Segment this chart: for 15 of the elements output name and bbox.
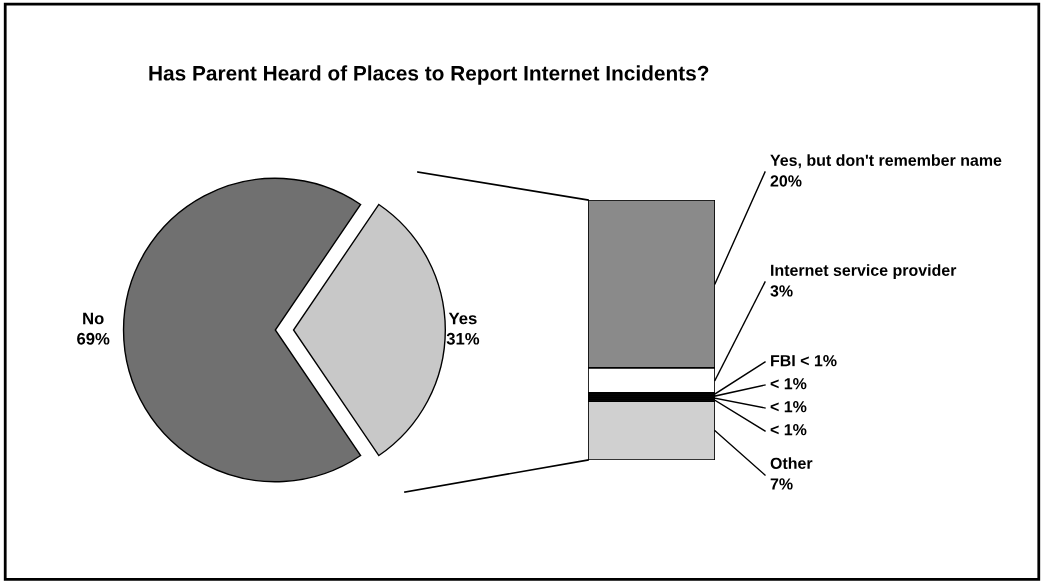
data-label: 20% xyxy=(770,175,802,187)
data-label: 69% xyxy=(77,332,110,345)
data-label: < 1% xyxy=(770,401,807,413)
text: Yes, but don't remember name xyxy=(770,154,1002,169)
chart-title: Has Parent Heard of Places to Report Internet Incidents? xyxy=(149,65,709,85)
data-label: 7% xyxy=(770,478,793,490)
text: FBI < 1% xyxy=(771,355,837,367)
data-label: < 1% xyxy=(770,424,807,436)
data-label: < 1% xyxy=(770,378,807,390)
data-label: 3% xyxy=(770,285,793,297)
text: Internet service provider xyxy=(771,264,957,280)
slice-label: No xyxy=(83,312,104,325)
data-label: 31% xyxy=(446,332,480,345)
text: Other xyxy=(770,457,813,469)
slice-label: Yes xyxy=(448,312,477,325)
